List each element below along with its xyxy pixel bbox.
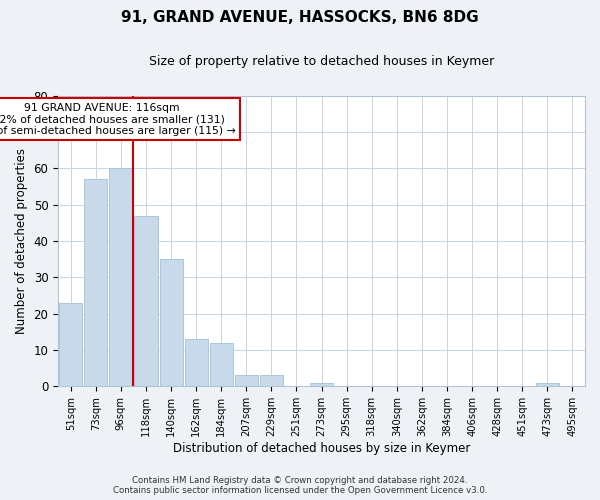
Bar [536, 382, 559, 386]
Title: Size of property relative to detached houses in Keymer: Size of property relative to detached ho… [149, 55, 494, 68]
Y-axis label: Number of detached properties: Number of detached properties [15, 148, 28, 334]
Bar [185, 339, 208, 386]
Bar [160, 259, 182, 386]
Bar [235, 376, 258, 386]
Bar [109, 168, 133, 386]
Text: 91, GRAND AVENUE, HASSOCKS, BN6 8DG: 91, GRAND AVENUE, HASSOCKS, BN6 8DG [121, 10, 479, 25]
Bar [209, 342, 233, 386]
Bar [84, 179, 107, 386]
Text: 91 GRAND AVENUE: 116sqm
← 52% of detached houses are smaller (131)
46% of semi-d: 91 GRAND AVENUE: 116sqm ← 52% of detache… [0, 103, 235, 136]
Bar [134, 216, 158, 386]
Bar [260, 376, 283, 386]
X-axis label: Distribution of detached houses by size in Keymer: Distribution of detached houses by size … [173, 442, 470, 455]
Text: Contains HM Land Registry data © Crown copyright and database right 2024.
Contai: Contains HM Land Registry data © Crown c… [113, 476, 487, 495]
Bar [59, 302, 82, 386]
Bar [310, 382, 333, 386]
